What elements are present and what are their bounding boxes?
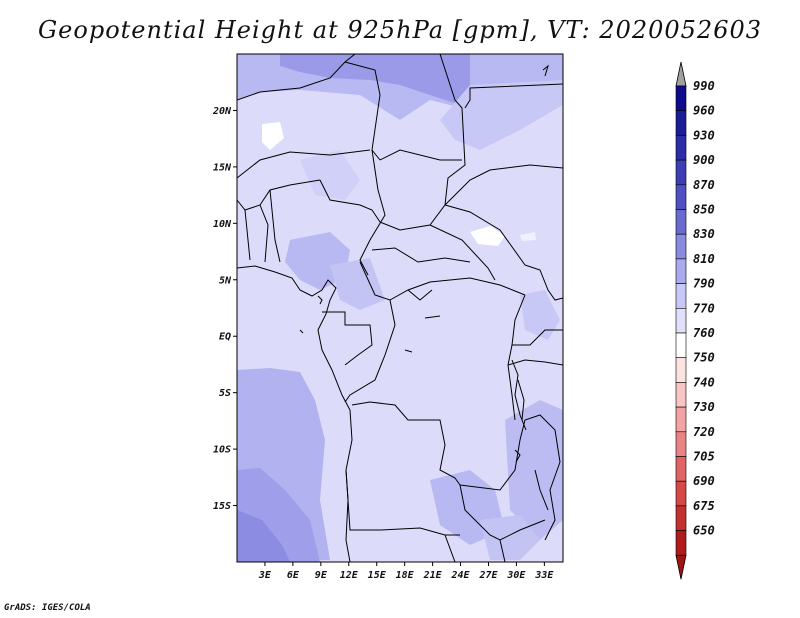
lat-tick-label: 15N	[213, 162, 232, 173]
colorbar-label: 960	[693, 104, 715, 118]
lon-tick-label: 30E	[506, 570, 526, 581]
colorbar-label: 790	[693, 277, 715, 291]
lon-tick-label: 24E	[451, 570, 471, 581]
lon-tick-label: 21E	[423, 570, 443, 581]
colorbar-bottom-arrow	[675, 554, 687, 580]
colorbar-swatch	[675, 357, 687, 383]
colorbar-label: 760	[693, 326, 715, 340]
colorbar-label: 720	[693, 425, 715, 439]
colorbar-swatch	[675, 431, 687, 457]
latitude-ticks: 20N 15N 10N 5N EQ 5S 10S 15S	[212, 106, 237, 512]
lon-tick-label: 27E	[478, 570, 498, 581]
colorbar-label: 870	[693, 178, 715, 192]
lat-tick-label: EQ	[219, 332, 231, 343]
colorbar-swatch	[675, 456, 687, 482]
colorbar-label: 850	[693, 203, 715, 217]
lon-tick-label: 33E	[534, 570, 554, 581]
lon-tick-label: 15E	[368, 570, 387, 581]
colorbar-label: 990	[693, 79, 715, 93]
colorbar-swatch	[675, 258, 687, 284]
colorbar-swatch	[675, 530, 687, 556]
colorbar-label: 930	[693, 128, 715, 142]
credit-label: GrADS: IGES/COLA	[4, 603, 91, 613]
colorbar: 990 960 930 900 870 850 830 810 790 770 760 750 740 7…	[675, 61, 715, 580]
colorbar-label: 650	[693, 524, 715, 538]
colorbar-swatch	[675, 307, 687, 334]
lon-tick-label: 18E	[396, 570, 415, 581]
lon-tick-label: 6E	[287, 570, 300, 581]
colorbar-top-arrow	[675, 61, 687, 87]
lon-tick-label: 3E	[258, 570, 272, 581]
colorbar-swatch	[675, 505, 687, 531]
country-borders	[237, 54, 563, 562]
colorbar-swatch	[675, 382, 687, 408]
map-frame	[236, 53, 564, 563]
lat-tick-label: 5S	[219, 388, 231, 399]
colorbar-swatch	[675, 480, 687, 507]
colorbar-swatch	[675, 406, 687, 433]
longitude-ticks: 3E 6E 9E 12E 15E 18E 21E 24E 27E 30E 33E	[258, 562, 554, 581]
colorbar-label: 705	[693, 450, 715, 464]
lat-tick-label: 5N	[219, 275, 232, 286]
colorbar-swatch	[675, 85, 687, 112]
colorbar-label: 730	[693, 400, 715, 414]
lon-tick-label: 12E	[340, 570, 359, 581]
lat-tick-label: 20N	[212, 106, 232, 117]
lat-tick-label: 10S	[213, 445, 231, 456]
lon-tick-label: 9E	[315, 570, 328, 581]
lat-tick-label: 15S	[213, 501, 231, 512]
colorbar-swatch	[675, 209, 687, 235]
colorbar-swatch	[675, 283, 687, 309]
colorbar-swatch	[675, 184, 687, 210]
colorbar-swatch	[675, 332, 687, 359]
colorbar-swatch	[675, 110, 687, 136]
colorbar-swatch	[675, 159, 687, 186]
colorbar-label: 675	[693, 499, 715, 513]
page-title: Geopotential Height at 925hPa [gpm], VT:…	[38, 16, 762, 44]
colorbar-swatch	[675, 135, 687, 161]
colorbar-label: 690	[693, 474, 715, 488]
colorbar-label: 770	[693, 301, 715, 315]
colorbar-label: 750	[693, 351, 715, 365]
colorbar-label: 900	[693, 153, 715, 167]
colorbar-label: 740	[693, 375, 715, 389]
colorbar-swatch	[675, 233, 687, 260]
colorbar-label: 830	[693, 227, 715, 241]
colorbar-label: 810	[693, 252, 715, 266]
geopotential-field	[237, 54, 563, 562]
lat-tick-label: 10N	[213, 219, 232, 230]
